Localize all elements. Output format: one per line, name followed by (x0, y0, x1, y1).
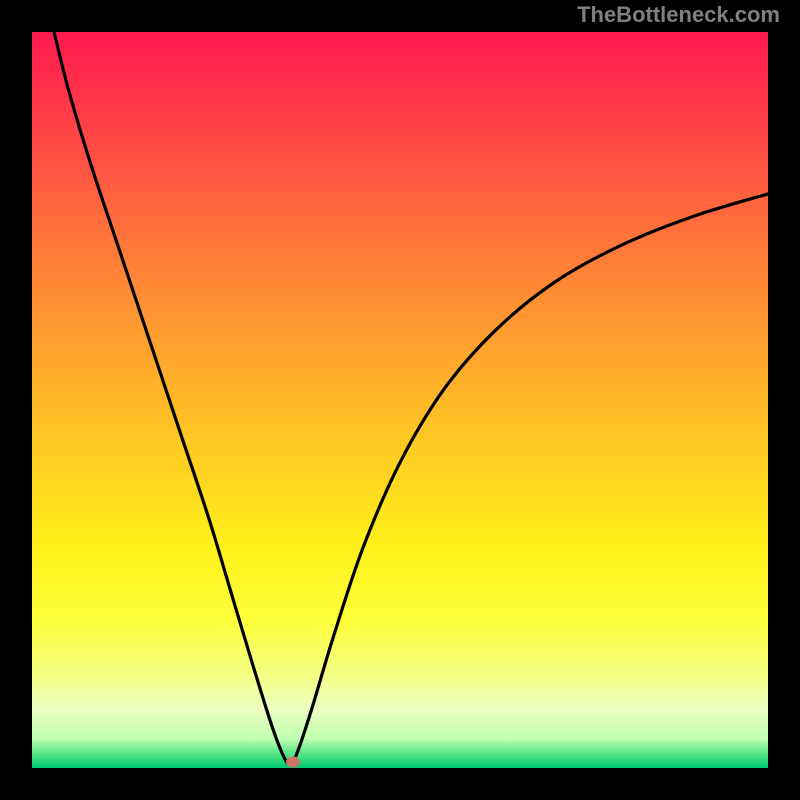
bottleneck-curve (54, 32, 768, 764)
chart-container: TheBottleneck.com (0, 0, 800, 800)
optimum-marker (286, 757, 300, 768)
watermark-text: TheBottleneck.com (577, 2, 780, 28)
curve-layer (0, 0, 800, 800)
